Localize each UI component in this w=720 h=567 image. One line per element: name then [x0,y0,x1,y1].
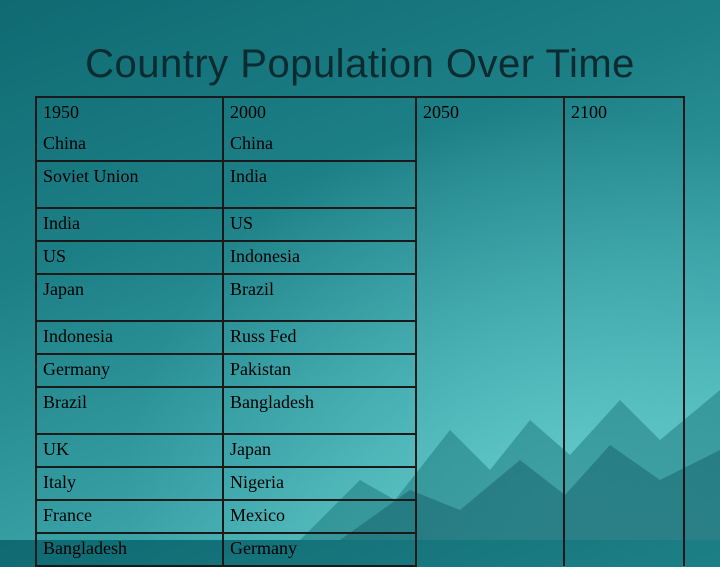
table-row: Soviet Union India [36,161,685,209]
header-1950: 1950 [36,97,224,129]
slide-title: Country Population Over Time [85,42,635,86]
cell-2100 [564,533,685,566]
cell-2000: Indonesia [223,241,417,275]
cell-2100 [564,434,685,467]
table-row: Italy Nigeria [36,467,685,501]
table-row: France Mexico [36,500,685,534]
cell-2000: Russ Fed [223,321,417,355]
table-row: UK Japan [36,434,685,468]
cell-2050 [416,500,565,533]
cell-2100 [564,208,685,241]
table-row: Japan Brazil [36,274,685,322]
cell-2100 [564,387,685,434]
cell-2100 [564,321,685,354]
cell-2050 [416,434,565,467]
table-row: China China [36,129,685,162]
table-row: Brazil Bangladesh [36,387,685,435]
cell-1950: Indonesia [36,321,224,355]
cell-2000: Mexico [223,500,417,534]
table-row: Bangladesh Germany [36,533,685,567]
cell-2000: Germany [223,533,417,567]
cell-1950: Bangladesh [36,533,224,567]
cell-2050 [416,274,565,321]
cell-1950: US [36,241,224,275]
table-row: Germany Pakistan [36,354,685,388]
cell-1950: Italy [36,467,224,501]
cell-2050 [416,467,565,500]
cell-1950: France [36,500,224,534]
cell-2100 [564,241,685,274]
cell-2000: Brazil [223,274,417,322]
cell-2000: Japan [223,434,417,468]
header-2100: 2100 [564,97,685,129]
cell-1950: Japan [36,274,224,322]
cell-1950: India [36,208,224,242]
cell-2000: Bangladesh [223,387,417,435]
table-row: Indonesia Russ Fed [36,321,685,355]
table-header-row: 1950 2000 2050 2100 [36,97,685,129]
cell-2050 [416,533,565,566]
cell-2100 [564,467,685,500]
cell-2000: India [223,161,417,209]
cell-2100 [564,161,685,208]
cell-2050 [416,354,565,387]
cell-2000: Pakistan [223,354,417,388]
cell-2000: China [223,129,417,162]
cell-2050 [416,129,565,161]
cell-2100 [564,500,685,533]
cell-2000: Nigeria [223,467,417,501]
cell-2050 [416,208,565,241]
cell-2100 [564,354,685,387]
cell-2050 [416,161,565,208]
cell-2050 [416,241,565,274]
cell-1950: Soviet Union [36,161,224,209]
population-ranking-table: 1950 2000 2050 2100 China China Soviet U… [35,96,685,567]
cell-2050 [416,387,565,434]
cell-2100 [564,274,685,321]
cell-1950: China [36,129,224,162]
cell-2050 [416,321,565,354]
header-2000: 2000 [223,97,417,129]
table-row: India US [36,208,685,242]
cell-2100 [564,129,685,161]
header-2050: 2050 [416,97,565,129]
cell-2000: US [223,208,417,242]
cell-1950: UK [36,434,224,468]
cell-1950: Germany [36,354,224,388]
table-row: US Indonesia [36,241,685,275]
cell-1950: Brazil [36,387,224,435]
